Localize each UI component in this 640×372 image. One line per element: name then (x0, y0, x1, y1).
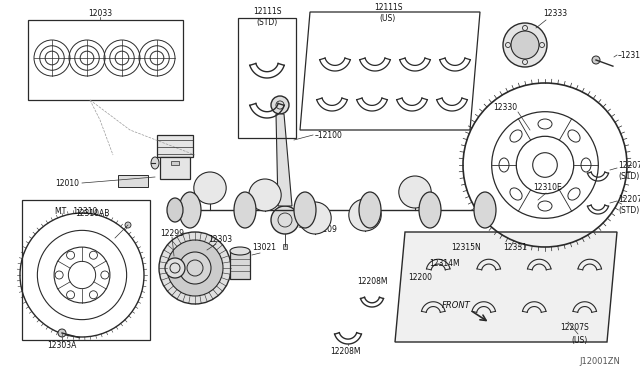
Bar (238, 18, 296, 138)
Text: 12314M: 12314M (429, 259, 460, 267)
Text: 12310E: 12310E (534, 183, 563, 192)
Ellipse shape (294, 192, 316, 228)
Circle shape (125, 222, 131, 228)
Bar (160, 157, 190, 179)
Text: 12330: 12330 (493, 103, 517, 112)
Text: 12111S: 12111S (253, 7, 281, 16)
Text: (STD): (STD) (257, 17, 278, 26)
Circle shape (165, 258, 185, 278)
Text: 12310AB: 12310AB (75, 208, 109, 218)
Circle shape (592, 56, 600, 64)
Text: 12208M: 12208M (330, 347, 360, 356)
Ellipse shape (399, 176, 431, 208)
Circle shape (511, 31, 539, 59)
Text: (STD): (STD) (618, 205, 639, 215)
Polygon shape (395, 232, 617, 342)
Ellipse shape (234, 192, 256, 228)
Bar (283, 244, 287, 249)
Bar (171, 161, 179, 165)
Text: 12299: 12299 (160, 228, 184, 237)
Text: 12315N: 12315N (451, 243, 481, 251)
Ellipse shape (359, 192, 381, 228)
Text: FRONT: FRONT (442, 301, 470, 310)
Text: –12310A: –12310A (618, 51, 640, 60)
Text: 12200: 12200 (408, 273, 432, 282)
Circle shape (167, 240, 223, 296)
Ellipse shape (419, 192, 441, 228)
Ellipse shape (299, 202, 332, 234)
Ellipse shape (194, 172, 226, 204)
Circle shape (271, 206, 299, 234)
Bar (28, 20, 183, 100)
Text: 12033: 12033 (88, 10, 112, 19)
Text: (STD): (STD) (618, 173, 639, 182)
Circle shape (271, 96, 289, 114)
Text: (US): (US) (572, 336, 588, 344)
Bar (22, 200, 150, 340)
Text: 12207S: 12207S (561, 324, 589, 333)
Text: J12001ZN: J12001ZN (579, 357, 620, 366)
Ellipse shape (230, 247, 250, 255)
Circle shape (159, 232, 231, 304)
Circle shape (58, 329, 66, 337)
Ellipse shape (167, 198, 183, 222)
Text: 13021: 13021 (252, 244, 276, 253)
Circle shape (179, 252, 211, 284)
Ellipse shape (179, 192, 201, 228)
Text: 12333: 12333 (543, 10, 567, 19)
Text: 12303A: 12303A (47, 340, 77, 350)
Bar (230, 251, 250, 279)
Ellipse shape (151, 157, 159, 169)
Text: 12111S: 12111S (374, 3, 403, 13)
Polygon shape (276, 114, 292, 206)
Text: –12100: –12100 (315, 131, 343, 140)
Bar (157, 135, 193, 157)
Ellipse shape (349, 199, 381, 231)
Text: (US): (US) (380, 15, 396, 23)
Ellipse shape (249, 179, 281, 211)
Text: 12207: 12207 (618, 161, 640, 170)
Text: 12303: 12303 (208, 235, 232, 244)
Text: 12331: 12331 (503, 243, 527, 251)
Circle shape (503, 23, 547, 67)
Bar (118, 175, 148, 187)
Text: 12207: 12207 (618, 195, 640, 203)
Text: 12208M: 12208M (356, 278, 387, 286)
Text: MT   12310: MT 12310 (55, 206, 97, 215)
Ellipse shape (474, 192, 496, 228)
Text: 12010: 12010 (55, 179, 79, 187)
Text: –12109: –12109 (310, 225, 338, 234)
